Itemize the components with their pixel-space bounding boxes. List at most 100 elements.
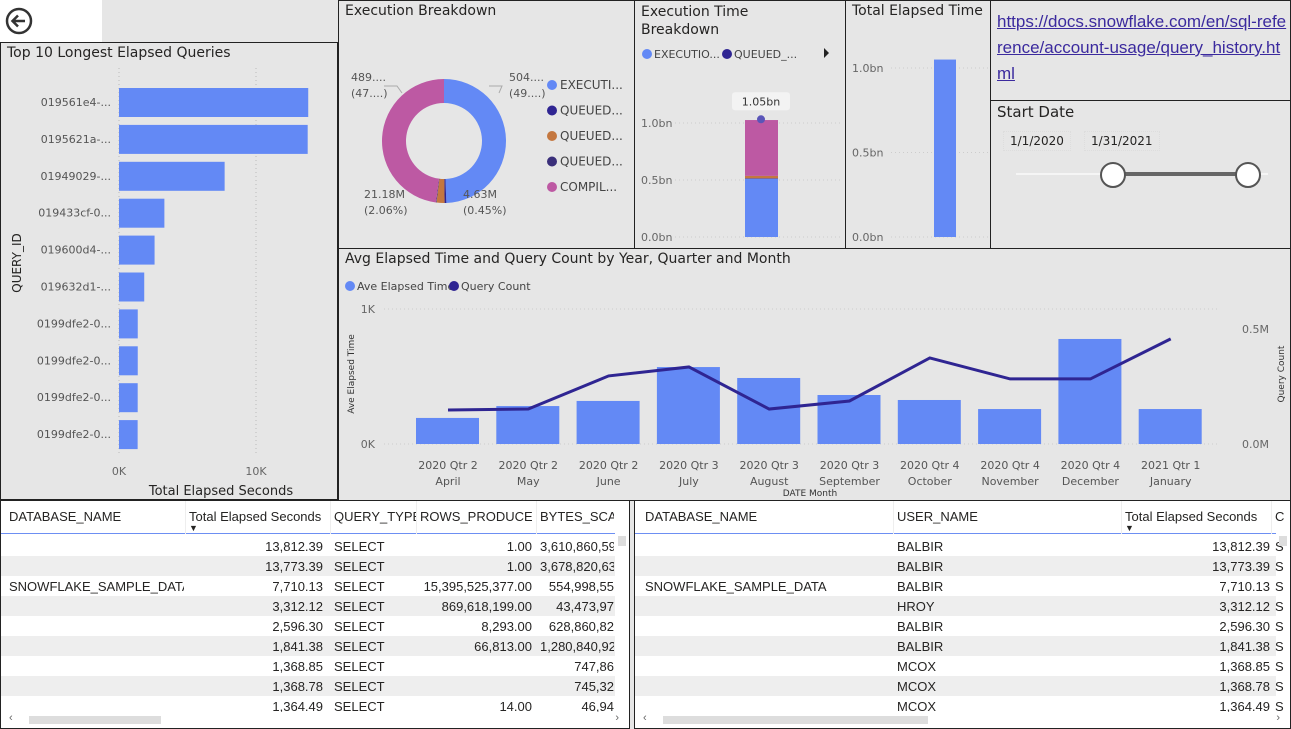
slider-end-handle[interactable] xyxy=(1235,162,1261,188)
table-row[interactable]: MCOX 1,364.49 S xyxy=(635,696,1284,716)
back-arrow-icon[interactable] xyxy=(5,7,33,35)
stack-segment-2 xyxy=(745,175,778,179)
exec-time-title-line2: Breakdown xyxy=(641,22,720,38)
table-row[interactable]: BALBIR 13,773.39 S xyxy=(635,556,1284,576)
legend-label: EXECUTI... xyxy=(560,78,623,92)
top10-chart: 0K 10K 019561e4-... 0195621a-... 01949029-..… xyxy=(10,68,309,499)
table-cell: BALBIR xyxy=(897,639,944,654)
total-elapsed-chart: 0.0bn 0.5bn 1.0bn xyxy=(852,59,990,244)
table-cell: 13,773.39 xyxy=(1212,559,1270,574)
donut-slice-4 xyxy=(382,79,444,203)
legend-dot xyxy=(345,281,355,291)
exec-time-stacked-bar: EXECUTIO... QUEUED_... 0.0bn 0.5bn 1.0bn 1.05… xyxy=(641,48,840,244)
scroll-thumb[interactable] xyxy=(618,536,626,546)
bar-9 xyxy=(1138,409,1202,444)
stack-segment-1 xyxy=(745,178,778,179)
bar-7 xyxy=(119,346,138,376)
table-cell: MCOX xyxy=(897,659,936,674)
category-label: 019433cf-0... xyxy=(38,207,111,220)
table-row[interactable]: HROY 3,312.12 S xyxy=(635,596,1284,616)
table-row[interactable]: SNOWFLAKE_SAMPLE_DATA BALBIR 7,710.13 S xyxy=(635,576,1284,596)
table-cell: 1,368.85 xyxy=(1219,659,1270,674)
table-cell: 869,618,199.00 xyxy=(441,599,532,614)
query-history-doc-link[interactable]: https://docs.snowflake.com/en/sql-refere… xyxy=(997,12,1287,83)
legend-next-icon[interactable] xyxy=(824,48,829,58)
column-header[interactable]: Total Elapsed Seconds xyxy=(189,509,322,524)
table-row[interactable]: BALBIR 13,812.39 S xyxy=(635,536,1284,556)
table-row[interactable]: 1,368.78 SELECT 745,32 xyxy=(1,676,615,696)
column-header[interactable]: DATABASE_NAME xyxy=(645,509,758,524)
query-table-2: DATABASE_NAME USER_NAME Total Elapsed Seco… xyxy=(634,500,1291,729)
x-tick-quarter: 2020 Qtr 2 xyxy=(499,459,558,472)
table-cell: S xyxy=(1275,599,1284,614)
scroll-thumb[interactable] xyxy=(29,716,161,724)
table-cell: SELECT xyxy=(334,619,385,634)
x-tick-label: 10K xyxy=(245,465,267,478)
legend-label: EXECUTIO... xyxy=(654,48,720,61)
table-cell: S xyxy=(1275,539,1284,554)
table-cell: 1,280,840,92 xyxy=(540,639,614,654)
y-tick-label: 0.5bn xyxy=(641,174,672,187)
scroll-right-icon[interactable]: › xyxy=(615,712,619,724)
table-row[interactable]: MCOX 1,368.78 S xyxy=(635,676,1284,696)
start-date-slicer: Start Date 1/1/2020 1/31/2021 xyxy=(990,100,1291,249)
total-elapsed-title: Total Elapsed Time xyxy=(852,3,983,19)
table-cell: 1.00 xyxy=(506,559,532,574)
scroll-left-icon[interactable]: ‹ xyxy=(643,712,647,724)
leader-line xyxy=(384,85,403,94)
table-row[interactable]: 13,812.39 SELECT 1.00 3,610,860,59 xyxy=(1,536,615,556)
bar-5 xyxy=(119,272,145,302)
bar-0 xyxy=(119,88,309,117)
vertical-scrollbar[interactable] xyxy=(1278,534,1288,710)
sort-desc-icon: ▼ xyxy=(189,523,198,533)
category-label: 019600d4-... xyxy=(41,244,111,257)
vertical-scrollbar[interactable] xyxy=(617,534,627,710)
table-cell: SELECT xyxy=(334,699,385,714)
table-cell: 3,312.12 xyxy=(1219,599,1270,614)
table-row[interactable]: 3,312.12 SELECT 869,618,199.00 43,473,97 xyxy=(1,596,615,616)
donut-slice-3 xyxy=(435,178,440,203)
table-cell: SELECT xyxy=(334,659,385,674)
data-label: 489.... xyxy=(351,71,386,84)
table-row[interactable]: 1,364.49 SELECT 14.00 46,94 xyxy=(1,696,615,716)
scroll-thumb[interactable] xyxy=(663,716,928,724)
scroll-right-icon[interactable]: › xyxy=(1276,712,1280,724)
slider-start-handle[interactable] xyxy=(1100,162,1126,188)
table-row[interactable]: 1,368.85 SELECT 747,86 xyxy=(1,656,615,676)
end-date-input[interactable]: 1/31/2021 xyxy=(1084,131,1160,151)
column-header[interactable]: C xyxy=(1275,509,1285,524)
y-tick-label: 0.0bn xyxy=(852,231,883,244)
table-row[interactable]: SNOWFLAKE_SAMPLE_DATA 7,710.13 SELECT 15,39… xyxy=(1,576,615,596)
column-divider xyxy=(1121,501,1122,534)
scroll-thumb[interactable] xyxy=(1279,536,1287,546)
horizontal-scrollbar[interactable]: ‹ › xyxy=(635,712,1290,728)
table-row[interactable]: 2,596.30 SELECT 8,293.00 628,860,82 xyxy=(1,616,615,636)
link-panel: https://docs.snowflake.com/en/sql-refere… xyxy=(990,0,1291,101)
table-cell: S xyxy=(1275,699,1284,714)
left-tick-label: 1K xyxy=(361,303,376,316)
column-header[interactable]: QUERY_TYPE xyxy=(334,509,416,524)
table-row[interactable]: 1,841.38 SELECT 66,813.00 1,280,840,92 xyxy=(1,636,615,656)
table-row[interactable]: BALBIR 2,596.30 S xyxy=(635,616,1284,636)
column-header[interactable]: USER_NAME xyxy=(897,509,978,524)
horizontal-scrollbar[interactable]: ‹ › xyxy=(1,712,629,728)
bar-4 xyxy=(119,235,155,265)
column-header[interactable]: ROWS_PRODUCED xyxy=(420,509,532,524)
table-cell: MCOX xyxy=(897,679,936,694)
table-cell: 1,841.38 xyxy=(1219,639,1270,654)
data-label-pct: (49....) xyxy=(509,87,546,100)
start-date-input[interactable]: 1/1/2020 xyxy=(1003,131,1071,151)
slider-range xyxy=(1113,172,1248,176)
scroll-left-icon[interactable]: ‹ xyxy=(9,712,13,724)
table-row[interactable]: MCOX 1,368.85 S xyxy=(635,656,1284,676)
column-header[interactable]: DATABASE_NAME xyxy=(9,509,122,524)
table-cell: 13,773.39 xyxy=(265,559,323,574)
legend-dot xyxy=(547,105,557,116)
table-cell: S xyxy=(1275,679,1284,694)
table-cell: SELECT xyxy=(334,579,385,594)
category-label: 0199dfe2-0... xyxy=(37,428,111,441)
table-row[interactable]: 13,773.39 SELECT 1.00 3,678,820,63 xyxy=(1,556,615,576)
table-row[interactable]: BALBIR 1,841.38 S xyxy=(635,636,1284,656)
column-header[interactable]: Total Elapsed Seconds xyxy=(1125,509,1258,524)
column-header[interactable]: BYTES_SCANNED xyxy=(540,509,614,524)
